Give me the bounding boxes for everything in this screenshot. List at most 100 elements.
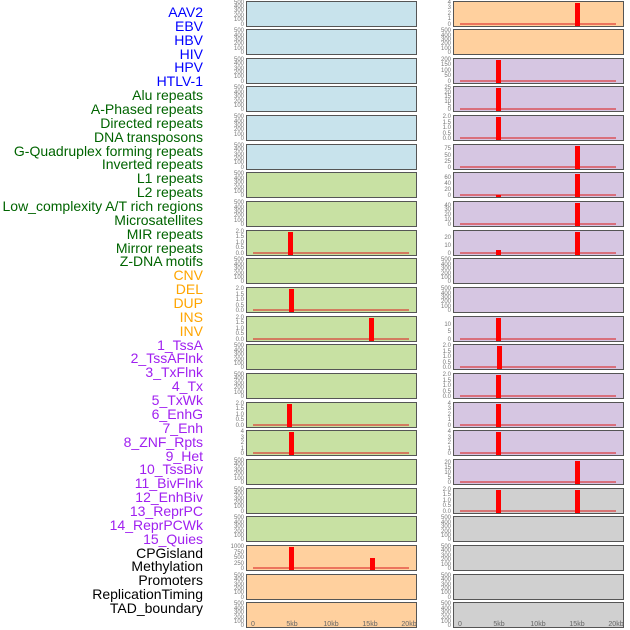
y-tick-label: 300 [440,36,451,43]
track-panel [453,29,624,56]
y-tick-label: 300 [233,151,244,158]
y-tick-label: 300 [233,610,244,617]
y-tick-label: 400 [233,147,244,154]
y-tick-label: 200 [440,56,451,63]
y-tick-label: 200 [440,585,451,592]
y-tick-label: 0 [240,480,244,487]
data-bar [575,203,581,227]
y-tick-label: 20 [444,89,451,96]
data-bar [575,2,581,26]
y-tick-label: 100 [233,275,244,282]
y-tick-label: 0 [240,164,244,171]
track-panel [246,201,417,228]
y-tick-label: 400 [233,118,244,125]
y-tick-label: 60 [444,174,451,181]
y-tick-label: 200 [233,471,244,478]
y-tick-label: 1.0 [235,239,244,246]
y-tick-label: 10 [444,217,451,224]
y-tick-label: 1 [447,16,451,22]
y-tick-label: 200 [233,127,244,134]
y-tick-label: 100 [440,561,451,568]
track-panel [246,229,417,256]
y-tick-label: 500 [233,372,244,379]
x-tick-label: 15kb [362,621,378,628]
y-tick-label: 300 [440,552,451,559]
y-tick-label: 400 [233,347,244,354]
track-panel [453,258,624,285]
y-tick-label: 500 [440,544,451,551]
y-tick-label: 200 [440,614,451,621]
y-tick-label: 1000 [230,544,244,551]
baseline [460,509,616,512]
data-bar [575,489,581,513]
y-tick-label: 200 [233,528,244,535]
data-bar [496,346,502,370]
track-panel [453,430,624,457]
baseline [253,452,409,455]
y-tick-label: 0.5 [442,130,451,137]
y-tick-label: 1.0 [442,383,451,390]
track-label: Low_complexity A/T rich regions [2,198,204,215]
baseline [460,165,616,168]
track-label: EBV [174,17,203,34]
y-tick-label: 200 [233,385,244,392]
y-tick-label: 50 [444,152,451,159]
y-tick-label: 500 [233,257,244,264]
y-tick-label: 400 [233,204,244,211]
track-panel [246,401,417,428]
y-tick-label: 100 [233,618,244,625]
y-tick-label: 100 [440,590,451,597]
baseline [253,567,409,570]
data-bar [575,231,581,255]
track-panel [453,172,624,199]
y-tick-label: 200 [233,184,244,191]
data-bar [495,489,501,513]
y-tick-label: 25 [444,158,451,165]
y-tick-label: 300 [233,495,244,502]
track-panel [453,401,624,428]
y-tick-label: 0 [447,308,451,315]
baseline [253,337,409,340]
y-tick-label: 0 [447,480,451,487]
y-tick-label: 0 [240,508,244,515]
y-tick-label: 500 [233,0,244,6]
y-tick-label: 100 [233,361,244,368]
y-tick-label: 0.5 [442,388,451,395]
baseline [460,22,616,25]
y-tick-label: 400 [233,3,244,10]
track-label: AAV2 [168,4,203,20]
y-tick-label: 300 [233,8,244,15]
data-bar [287,231,293,255]
y-tick-label: 1.0 [442,354,451,361]
track-panel [453,545,624,572]
y-tick-label: 500 [233,515,244,522]
data-bar [575,461,581,485]
y-tick-label: 3 [447,406,451,413]
data-bar [495,88,501,112]
y-tick-label: 4 [447,0,451,6]
track-panel [453,459,624,486]
y-tick-label: 2 [447,10,451,17]
y-tick-label: 1.0 [235,325,244,332]
y-tick-label: 100 [233,217,244,224]
y-tick-label: 0 [447,623,451,630]
y-tick-label: 200 [233,585,244,592]
y-tick-label: 0 [240,50,244,57]
y-tick-label: 100 [233,532,244,539]
track-label: TAD_boundary [109,599,203,616]
track-label: 5_TxWk [151,392,203,409]
y-tick-label: 5 [447,329,451,336]
y-tick-label: 500 [233,142,244,149]
track-label: HTLV-1 [156,73,203,90]
y-tick-label: 500 [440,601,451,608]
data-bar [288,432,294,456]
y-tick-label: 0 [447,164,451,171]
y-tick-label: 1.5 [235,406,244,413]
track-label: INV [179,322,203,339]
y-tick-label: 200 [440,41,451,48]
x-tick-label: 5kb [286,621,298,628]
baseline [253,309,409,312]
baseline [460,79,616,82]
y-tick-label: 0.5 [235,417,244,424]
baseline [460,452,616,455]
